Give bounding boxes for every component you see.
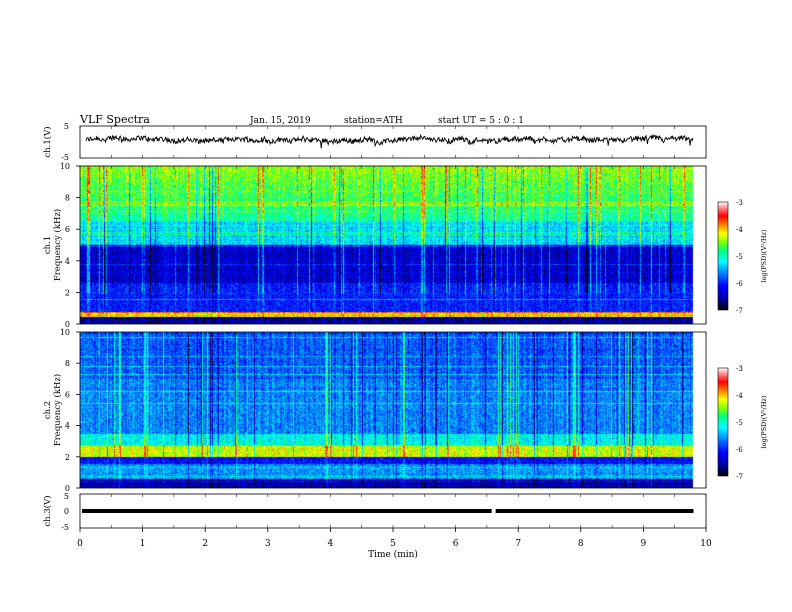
ch1-spectrogram-yticks: 0 2 4 6 8 10 [60,162,80,329]
ch1-colorbar-scale [717,201,729,311]
station-label: station=ATH [344,116,403,126]
ch1-colorbar-label: log(PSD)(V²/Hz) [760,229,768,282]
time-axis-tick-label: 7 [515,539,521,549]
ch2-colorbar-scale [717,367,729,477]
frequency-tick-label: 6 [65,390,70,399]
ch2-colorbar-label: log(PSD)(V²/Hz) [760,395,768,448]
ch1-spectrogram-image [80,166,706,324]
ch3-waveform-panel: 5 0 -5 ch.3(V) [42,492,707,532]
frequency-tick-label: 0 [65,320,70,329]
ch2-spectrogram-panel: 0 2 4 6 8 10 ch.2 Frequency (kHz) [43,328,707,493]
time-axis-tick-label: 6 [453,539,459,549]
time-axis: 0 1 2 3 4 5 6 7 8 9 10 [77,126,712,549]
ch1-waveform-ylabel: ch.1(V) [42,126,53,157]
frequency-tick-label: 4 [65,257,70,266]
time-axis-label: Time (min) [368,549,418,560]
frequency-tick-label: 4 [65,422,70,431]
ch2-colorbar: -3 -4 -5 -6 -7 log(PSD)(V²/Hz) [717,365,768,481]
ch2-colorbar-tick-neg5: -5 [736,419,743,427]
ch1-waveform-trace [85,133,694,149]
ch2-colorbar-tick-neg4: -4 [736,392,743,400]
time-axis-tick-label: 3 [265,539,271,549]
ch2-frequency-label: Frequency (kHz) [52,374,63,446]
ch1-colorbar-tick-neg5: -5 [736,253,743,261]
ch2-colorbar-tick-neg3: -3 [736,365,743,373]
time-axis-tick-label: 10 [700,539,712,549]
ch2-colorbar-tick-neg7: -7 [736,473,743,481]
time-axis-tick-label: 1 [140,539,146,549]
frequency-tick-label: 6 [65,225,70,234]
ch1-colorbar-tick-neg3: -3 [736,199,743,207]
time-axis-tick-label: 2 [202,539,208,549]
ch1-channel-label: ch.1 [43,236,53,254]
ch1-colorbar: -3 -4 -5 -6 -7 log(PSD)(V²/Hz) [717,199,768,315]
ch1-waveform-panel: 5 -5 ch.1(V) [42,122,707,162]
ch3-ytick-0: 0 [64,507,69,516]
ch1-frequency-label: Frequency (kHz) [52,209,63,281]
frequency-tick-label: 2 [65,453,70,462]
ch1-spectrogram-panel: 0 2 4 6 8 10 ch.1 Frequency (kHz) [43,162,707,329]
date-label: Jan. 15, 2019 [249,116,311,126]
ch2-spectrogram-yticks: 0 2 4 6 8 10 [60,328,80,493]
ch1-colorbar-tick-neg7: -7 [736,307,743,315]
frequency-tick-label: 2 [65,288,70,297]
ch1-ytick-5: 5 [64,122,69,131]
ch1-ytick-neg5: -5 [61,153,69,162]
ch2-channel-label: ch.2 [43,401,53,419]
frequency-tick-label: 0 [65,484,70,493]
ch1-colorbar-tick-neg6: -6 [736,280,743,288]
frequency-tick-label: 10 [60,328,70,337]
ch3-ytick-neg5: -5 [61,523,69,532]
time-axis-tick-label: 0 [77,539,83,549]
start-ut-label: start UT = 5 : 0 : 1 [438,116,524,126]
time-axis-tick-label: 8 [578,539,584,549]
time-axis-tick-label: 4 [328,539,334,549]
time-axis-tick-label: 9 [641,539,647,549]
frequency-tick-label: 10 [60,162,70,171]
ch2-spectrogram-image [80,332,706,488]
ch3-ytick-5: 5 [64,492,69,501]
time-axis-tick-label: 5 [390,539,396,549]
ch3-waveform-ylabel: ch.3(V) [42,495,53,526]
figure-title: VLF Spectra [79,113,150,126]
frequency-tick-label: 8 [65,359,70,368]
frequency-tick-label: 8 [65,194,70,203]
ch1-colorbar-tick-neg4: -4 [736,226,743,234]
ch2-colorbar-tick-neg6: -6 [736,446,743,454]
